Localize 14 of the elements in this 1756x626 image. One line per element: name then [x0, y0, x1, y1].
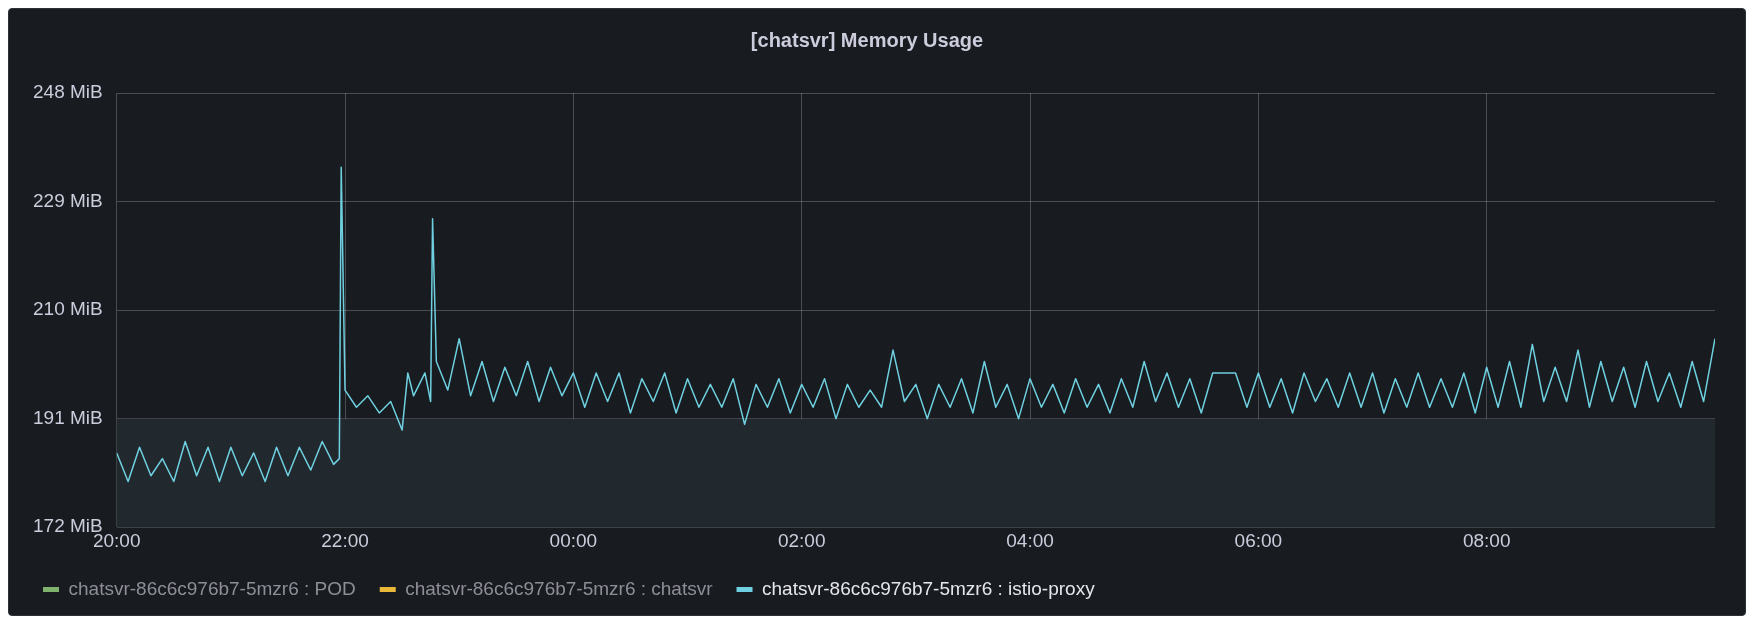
x-tick-label: 02:00	[777, 529, 826, 551]
y-tick-label: 191 MiB	[33, 406, 103, 428]
y-tick-label: 229 MiB	[33, 189, 103, 211]
y-tick-label: 210 MiB	[33, 298, 103, 320]
x-tick-label: 00:00	[549, 529, 598, 551]
x-tick-label: 04:00	[1006, 529, 1054, 551]
x-tick-label: 22:00	[321, 529, 369, 551]
x-tick-label: 08:00	[1462, 529, 1511, 551]
chart-title: [chatsvr] Memory Usage	[750, 28, 984, 51]
legend-label: chatsvr-86c6c976b7-5mzr6 : istio-proxy	[762, 577, 1096, 599]
legend-label: chatsvr-86c6c976b7-5mzr6 : chatsvr	[405, 577, 714, 599]
legend-label: chatsvr-86c6c976b7-5mzr6 : POD	[68, 577, 356, 599]
y-tick-label: 248 MiB	[33, 81, 103, 103]
x-tick-label: 06:00	[1234, 529, 1283, 551]
